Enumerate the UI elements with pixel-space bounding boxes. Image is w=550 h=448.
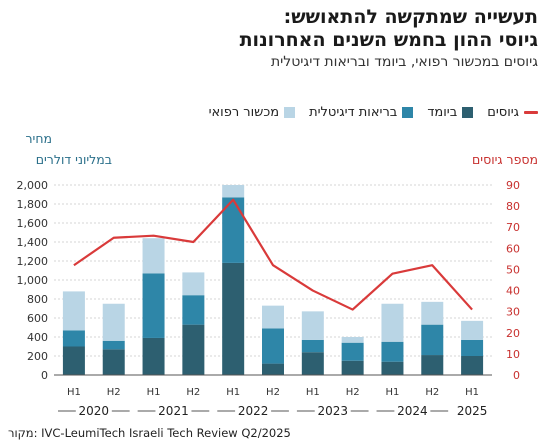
category-label: H2	[107, 387, 121, 398]
category-label: H2	[266, 387, 280, 398]
line-series	[73, 198, 473, 311]
legend-label-digital-health: בריאות דיגיטלית	[309, 104, 398, 120]
right-tick-label: 70	[506, 221, 520, 234]
category-label: H2	[346, 387, 360, 398]
bar-segment-biomed	[461, 339, 484, 356]
right-tick-label: 40	[506, 285, 520, 298]
bar-segment-biomed	[102, 340, 125, 350]
right-tick-label: 50	[506, 263, 520, 276]
right-tick-label: 20	[506, 327, 520, 340]
bar-segment-medical	[182, 272, 205, 296]
year-label: 2025	[457, 404, 488, 418]
legend-item-medical-devices: מכשור רפואי	[209, 105, 296, 120]
left-tick-label: 600	[27, 312, 48, 325]
bar-segment-medical	[461, 320, 484, 340]
bar-segment-medical	[341, 337, 364, 343]
bar-segment-medical	[421, 301, 444, 325]
bar-segment-biomed	[142, 273, 165, 338]
legend-swatch-line	[524, 110, 538, 114]
year-label: 2022	[238, 404, 269, 418]
left-axis-title-line-1: מחיר	[25, 131, 52, 146]
bar-segment-biomed	[62, 330, 85, 347]
left-tick-label: 1,000	[17, 274, 49, 287]
bar-segment-digital	[222, 262, 245, 375]
left-tick-label: 1,400	[17, 236, 49, 249]
bar-segment-medical	[301, 311, 324, 340]
bar-segment-digital	[381, 361, 404, 375]
bar-segment-biomed	[262, 328, 284, 364]
right-tick-label: 10	[506, 348, 520, 361]
bar-segment-biomed	[421, 324, 444, 356]
legend: גיוסים ביומד בריאות דיגיטלית מכשור רפואי	[8, 102, 538, 122]
bar-segment-medical	[222, 185, 245, 198]
bar-segment-digital	[182, 324, 205, 375]
legend-swatch-biomed	[462, 106, 474, 118]
category-label: H1	[306, 387, 320, 398]
category-label: H2	[186, 387, 200, 398]
bar-segment-biomed	[301, 339, 324, 353]
bar-segment-digital	[102, 349, 125, 375]
left-tick-label: 200	[27, 350, 48, 363]
right-tick-label: 30	[506, 306, 520, 319]
legend-swatch-medical-devices	[284, 106, 296, 118]
year-label: 2024	[397, 404, 428, 418]
year-label: 2021	[158, 404, 189, 418]
right-tick-label: 90	[506, 179, 520, 192]
legend-label-biomed: ביומד	[427, 104, 458, 120]
legend-item-biomed: ביומד	[427, 104, 474, 120]
bar-segment-biomed	[381, 341, 404, 362]
category-label: H1	[226, 387, 240, 398]
bar-segment-medical	[102, 303, 125, 341]
legend-label-medical-devices: מכשור רפואי	[208, 104, 280, 120]
bar-segment-biomed	[222, 197, 245, 263]
bar-segment-digital	[301, 352, 324, 375]
category-label: H2	[425, 387, 439, 398]
category-label: H1	[465, 387, 479, 398]
right-tick-label: 60	[506, 242, 520, 255]
left-axis-title-line-2: במליוני דולרים	[36, 152, 112, 167]
legend-item-line: גיוסים	[487, 105, 538, 120]
year-label: 2023	[317, 404, 348, 418]
bar-segment-medical	[142, 238, 165, 274]
right-tick-label: 0	[513, 369, 520, 382]
category-label: H1	[147, 387, 161, 398]
category-label: H1	[386, 387, 400, 398]
bar-segment-digital	[142, 337, 165, 375]
chart-title: תעשייה שמתקשה להתאושש: גיוסי ההון בחמש ה…	[8, 6, 538, 52]
left-tick-label: 400	[27, 331, 48, 344]
year-label: 2020	[79, 404, 110, 418]
left-tick-label: 2,000	[17, 179, 49, 192]
source-note: מקור: IVC-LeumiTech Israeli Tech Review …	[8, 426, 291, 440]
bar-segment-medical	[262, 305, 284, 329]
title-line-2: גיוסי ההון בחמש השנים האחרונות	[239, 29, 538, 51]
bar-segment-medical	[62, 291, 85, 331]
bar-segment-medical	[381, 303, 404, 342]
chart-subtitle: גיוסים במכשור רפואי, ביומד ובריאות דיגיט…	[270, 54, 538, 70]
legend-item-digital-health: בריאות דיגיטלית	[309, 104, 414, 120]
legend-swatch-digital-health	[402, 106, 414, 118]
left-tick-label: 800	[27, 293, 48, 306]
title-line-1: תעשייה שמתקשה להתאושש:	[283, 6, 538, 28]
bar-segment-digital	[341, 360, 364, 375]
bar-segment-digital	[421, 355, 444, 375]
bar-segment-biomed	[182, 295, 205, 325]
bar-segment-digital	[461, 356, 484, 375]
left-tick-label: 0	[41, 369, 48, 382]
left-tick-label: 1,600	[17, 217, 49, 230]
bar-segment-digital	[262, 363, 284, 375]
left-tick-label: 1,200	[17, 255, 49, 268]
legend-label-line: גיוסים	[487, 104, 519, 120]
bar-segment-digital	[62, 346, 85, 375]
bar-segment-biomed	[341, 342, 364, 361]
right-axis-title: מספר גיוסים	[472, 152, 538, 167]
left-tick-label: 1,800	[17, 198, 49, 211]
right-tick-label: 80	[506, 200, 520, 213]
category-label: H1	[67, 387, 81, 398]
